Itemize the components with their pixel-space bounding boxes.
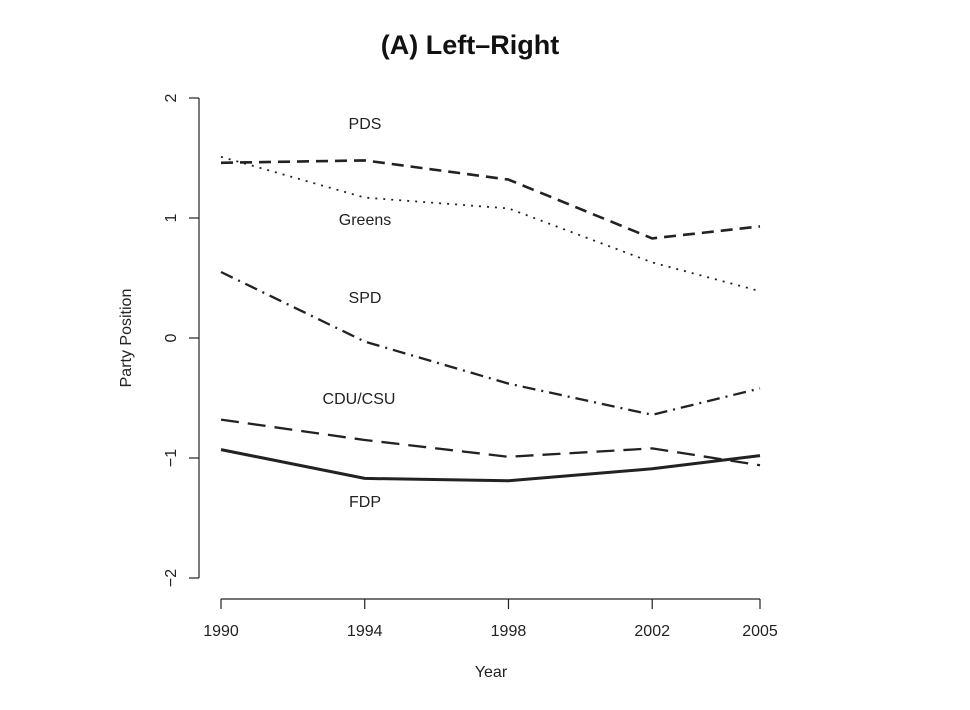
y-tick-label: 0 (163, 333, 180, 342)
series-layer: PDS Greens SPD CDU/CSU FDP (220, 116, 761, 511)
series-label-fdp: FDP (349, 494, 381, 511)
series-line-fdp (220, 448, 761, 483)
x-tick-label: 1990 (203, 623, 239, 640)
series-label-pds: PDS (349, 116, 382, 133)
x-tick-label: 1998 (491, 623, 527, 640)
series-line-pds (220, 159, 761, 240)
x-axis-label: Year (475, 664, 508, 681)
x-axis: 1990 1994 1998 2002 2005 (203, 598, 778, 640)
x-tick-label: 2002 (634, 623, 670, 640)
y-axis: −2 −1 0 1 2 (163, 93, 200, 587)
y-axis-label: Party Position (118, 289, 135, 388)
series-line-spd (220, 270, 761, 416)
x-tick-label: 2005 (742, 623, 778, 640)
series-label-cdu-csu: CDU/CSU (323, 391, 396, 408)
y-tick-label: −2 (163, 569, 180, 587)
y-tick-label: 1 (163, 213, 180, 222)
series-label-greens: Greens (339, 212, 391, 229)
y-tick-label: 2 (163, 93, 180, 102)
series-label-spd: SPD (349, 290, 382, 307)
series-line-cdu-csu (220, 418, 761, 467)
x-tick-label: 1994 (347, 623, 383, 640)
chart-title: (A) Left–Right (381, 30, 559, 60)
y-tick-label: −1 (163, 449, 180, 467)
